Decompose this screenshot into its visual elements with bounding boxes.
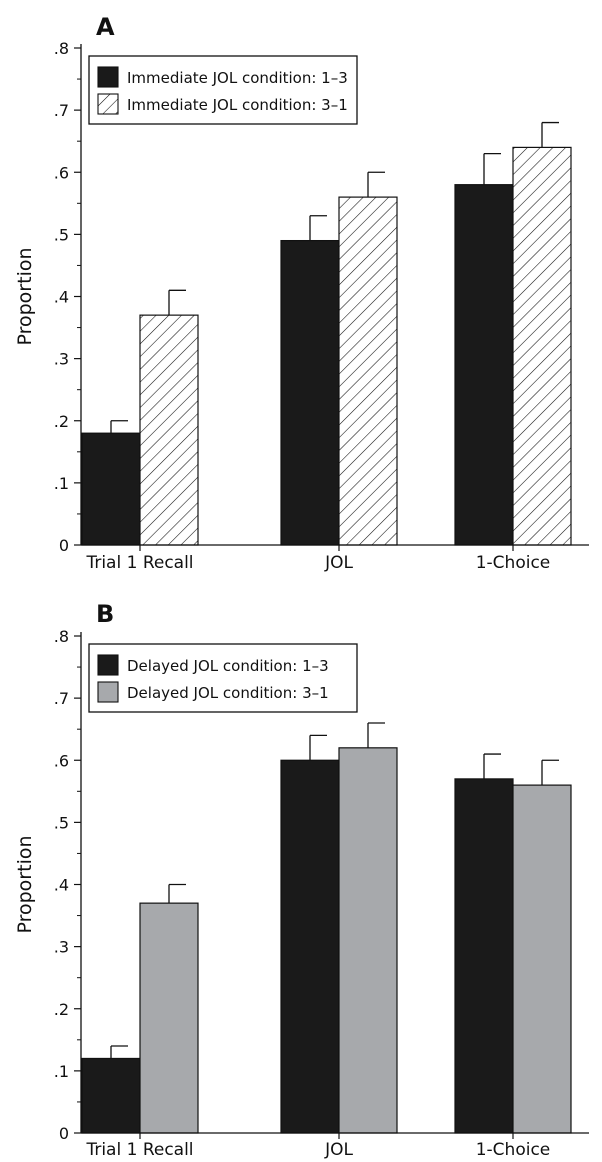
bar — [81, 432, 141, 546]
panel-b: B 0 .1 .2 .3 .4 .5 .6 .7 .8 Trial 1 Recall JOL 1-Cho… — [14, 600, 589, 1160]
legend-label: Immediate JOL condition: 1–3 — [127, 69, 348, 87]
legend-label: Delayed JOL condition: 3–1 — [127, 684, 329, 702]
panel-letter: A — [96, 13, 115, 41]
y-tick-label: .1 — [54, 1062, 69, 1081]
x-tick-label: 1-Choice — [476, 553, 551, 573]
y-tick-label: .4 — [54, 288, 69, 307]
x-tick-label: 1-Choice — [476, 1140, 551, 1160]
x-tick-label: JOL — [324, 1140, 353, 1160]
y-tick-label: .5 — [54, 813, 69, 832]
y-tick-label: .5 — [54, 225, 69, 244]
bar — [454, 184, 514, 546]
x-tick-label: Trial 1 Recall — [85, 1140, 193, 1160]
y-tick-label: .2 — [54, 412, 69, 431]
legend-swatch — [97, 654, 119, 676]
bar — [280, 759, 340, 1134]
legend-swatch — [97, 66, 119, 88]
y-tick-label: .7 — [54, 101, 69, 120]
y-tick-label: .3 — [54, 350, 69, 369]
y-axis-title: Proportion — [14, 835, 36, 933]
y-axis-title: Proportion — [14, 247, 36, 345]
bar — [139, 902, 199, 1134]
x-tick-label: JOL — [324, 553, 353, 573]
y-tick-label: .1 — [54, 474, 69, 493]
bar — [139, 314, 199, 546]
bar — [81, 1057, 141, 1134]
bar — [512, 146, 572, 546]
y-tick-label: .2 — [54, 1000, 69, 1019]
legend-label: Immediate JOL condition: 3–1 — [127, 96, 348, 114]
y-tick-label: .4 — [54, 876, 69, 895]
y-tick-label: .8 — [54, 627, 69, 646]
bar — [338, 747, 398, 1134]
legend-label: Delayed JOL condition: 1–3 — [127, 657, 329, 675]
legend-swatch — [97, 681, 119, 703]
y-tick-label: 0 — [59, 1124, 69, 1143]
legend-swatch — [97, 93, 119, 115]
y-tick-label: 0 — [59, 536, 69, 555]
x-tick-label: Trial 1 Recall — [85, 553, 193, 573]
bar — [454, 778, 514, 1134]
y-tick-label: .6 — [54, 163, 69, 182]
legend — [88, 55, 358, 125]
bar — [338, 196, 398, 546]
panel-letter: B — [96, 600, 114, 628]
legend — [88, 643, 358, 713]
bar — [512, 784, 572, 1134]
y-tick-label: .7 — [54, 689, 69, 708]
panel-a: A 0 .1 .2 .3 .4 .5 .6 .7 .8 Trial 1 Recall JOL 1-Cho… — [14, 13, 589, 573]
y-tick-label: .8 — [54, 39, 69, 58]
y-tick-label: .6 — [54, 751, 69, 770]
bar — [280, 239, 340, 546]
y-tick-label: .3 — [54, 938, 69, 957]
